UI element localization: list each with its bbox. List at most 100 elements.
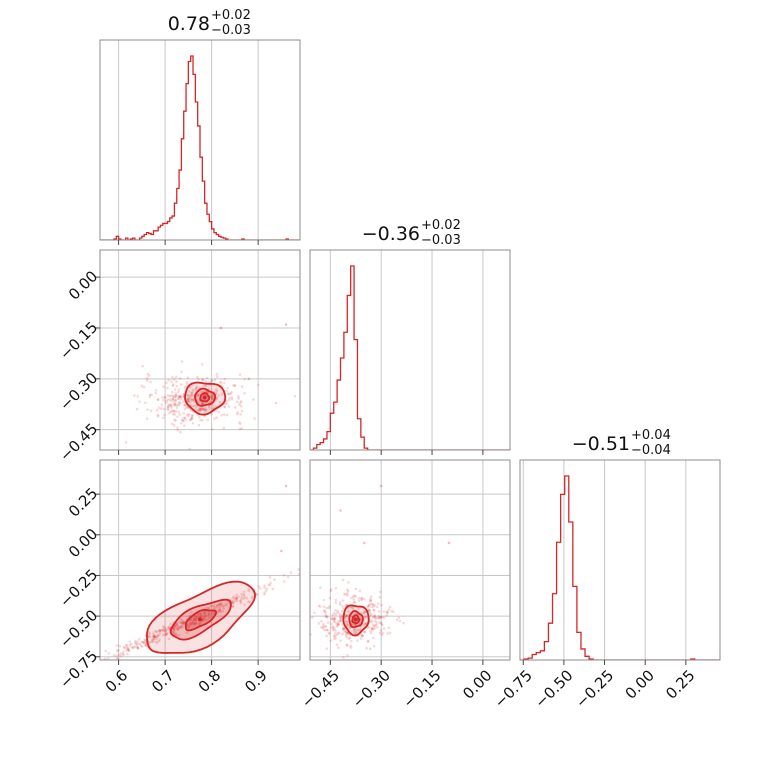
- scatter-point: [154, 391, 158, 395]
- scatter-point: [141, 640, 145, 644]
- scatter-point: [233, 597, 236, 601]
- scatter-point: [138, 400, 141, 403]
- x-tick-label: −0.25: [572, 666, 617, 711]
- scatter-point: [321, 625, 325, 628]
- scatter-point: [197, 378, 200, 381]
- scatter-point: [206, 418, 210, 422]
- scatter-point: [375, 605, 379, 609]
- scatter-point: [119, 652, 123, 655]
- scatter-point: [124, 643, 128, 647]
- scatter-point: [325, 615, 329, 619]
- scatter-point: [379, 484, 383, 488]
- scatter-point: [224, 402, 227, 405]
- scatter-point: [363, 630, 367, 634]
- x-tick-label: 0.6: [102, 666, 132, 696]
- scatter-point: [211, 397, 214, 400]
- scatter-point: [212, 605, 216, 609]
- scatter-point: [183, 407, 187, 411]
- grid-lines: [310, 460, 510, 660]
- scatter-point: [209, 392, 212, 396]
- scatter-point: [49, 683, 52, 686]
- scatter-point: [136, 640, 140, 643]
- scatter-point: [177, 410, 180, 414]
- scatter-point: [341, 632, 344, 636]
- scatter-point: [348, 605, 352, 609]
- scatter-point: [190, 611, 193, 614]
- scatter-point: [170, 394, 173, 397]
- scatter-point: [344, 621, 348, 624]
- scatter-point: [182, 621, 185, 624]
- scatter-point: [178, 395, 182, 399]
- scatter-point: [194, 622, 198, 626]
- scatter-point: [213, 378, 217, 382]
- scatter-point: [366, 604, 370, 608]
- scatter-point: [331, 628, 335, 632]
- scatter-point: [194, 387, 197, 390]
- scatter-point: [179, 626, 182, 630]
- panel-2-1: −0.45 −0.30 −0.15 0.00: [298, 459, 511, 712]
- scatter-point: [173, 624, 177, 628]
- scatter-point: [362, 597, 366, 601]
- scatter-point: [360, 596, 363, 600]
- scatter-point: [199, 408, 202, 412]
- scatter-point: [324, 615, 328, 618]
- scatter-point: [340, 609, 344, 613]
- scatter-point: [332, 617, 336, 621]
- scatter-point: [374, 616, 378, 620]
- scatter-point: [284, 484, 288, 488]
- scatter-point: [200, 402, 204, 406]
- scatter-point: [159, 628, 162, 632]
- scatter-point: [215, 416, 219, 419]
- scatter-point: [208, 384, 211, 387]
- scatter-point: [152, 634, 156, 638]
- scatter-point: [126, 646, 130, 650]
- scatter-point: [220, 413, 223, 417]
- scatter-point: [375, 621, 378, 624]
- scatter-point: [174, 391, 178, 395]
- scatter-point: [130, 645, 134, 649]
- scatter-point: [201, 384, 205, 388]
- scatter-point: [333, 635, 336, 638]
- scatter-point: [193, 618, 196, 621]
- scatter-point: [148, 395, 152, 399]
- scatter-point: [134, 642, 138, 646]
- scatter-point: [336, 611, 340, 615]
- scatter-point: [145, 377, 149, 380]
- scatter-point: [207, 606, 211, 609]
- scatter-point: [336, 623, 340, 626]
- scatter-point: [173, 404, 176, 407]
- scatter-point: [156, 630, 159, 634]
- scatter-point: [227, 405, 231, 408]
- scatter-point: [238, 422, 242, 426]
- scatter-point: [231, 599, 235, 603]
- scatter-point: [121, 650, 125, 654]
- scatter-point: [368, 609, 371, 612]
- scatter-point: [385, 614, 388, 617]
- scatter-point: [336, 632, 340, 635]
- scatter-point: [319, 626, 323, 629]
- scatter-point: [325, 628, 329, 632]
- scatter-point: [191, 404, 195, 408]
- scatter-point: [171, 397, 175, 401]
- scatter-point: [359, 632, 363, 636]
- scatter-point: [204, 379, 207, 383]
- scatter-point: [380, 615, 384, 619]
- title-minus: −0.03: [421, 233, 461, 248]
- scatter-point: [146, 372, 150, 376]
- scatter-point: [234, 406, 237, 409]
- scatter-point: [192, 398, 196, 402]
- scatter-point: [329, 587, 333, 591]
- title-value: 0.78: [168, 13, 210, 35]
- scatter-point: [217, 606, 221, 610]
- scatter-point: [199, 406, 202, 410]
- scatter-point: [210, 395, 213, 399]
- scatter-point: [187, 397, 191, 400]
- scatter-point: [136, 646, 140, 650]
- scatter-point: [219, 380, 222, 384]
- title-plus: +0.02: [421, 218, 461, 233]
- scatter-point: [360, 634, 364, 638]
- x-tick-label: −0.75: [491, 666, 536, 711]
- scatter-point: [183, 403, 187, 407]
- scatter-point: [323, 605, 326, 609]
- scatter-point: [171, 384, 175, 388]
